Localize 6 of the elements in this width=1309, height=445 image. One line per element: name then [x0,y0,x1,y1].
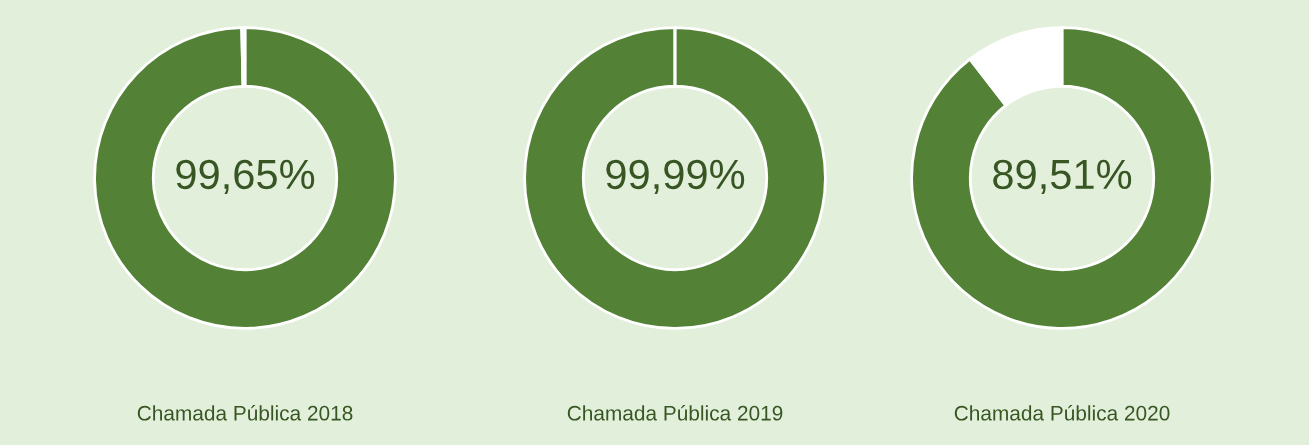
data-label: 89,51% [993,159,1132,195]
text: Chamada Pública 2018 [137,405,353,421]
data-label: 99,65% [176,159,315,195]
text: Chamada Pública 2019 [567,405,783,421]
text: Chamada Pública 2020 [954,405,1170,421]
data-label: 99,99% [606,159,745,195]
